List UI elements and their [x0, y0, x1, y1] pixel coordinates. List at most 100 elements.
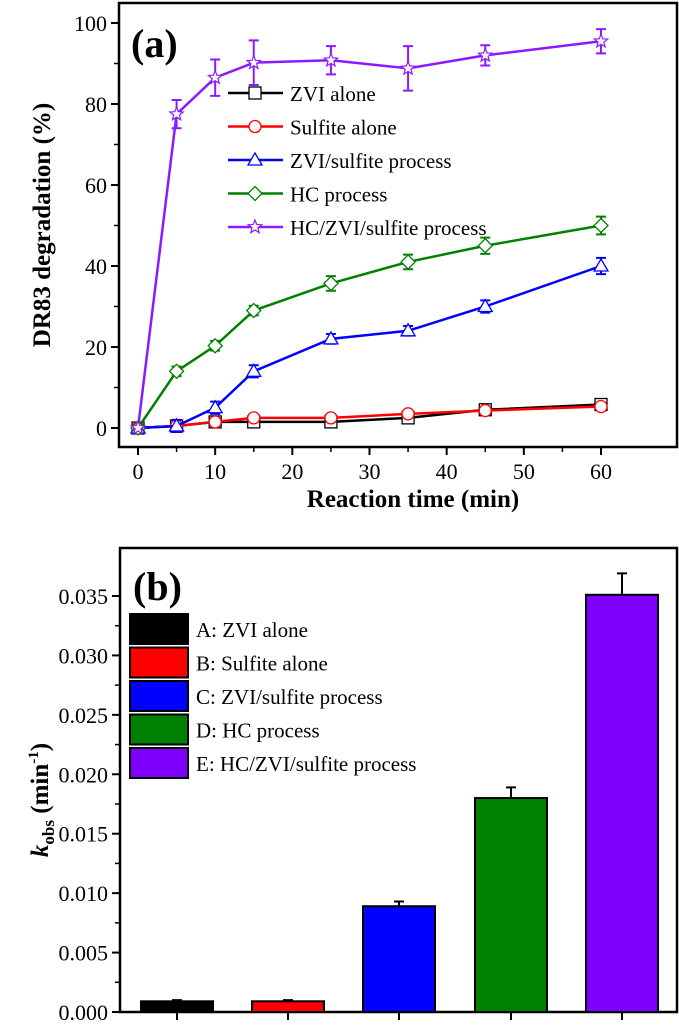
series-zvi-sulfite-process	[129, 256, 610, 434]
y-tick-label: 0.010	[59, 881, 109, 906]
plot-frame	[118, 546, 679, 1014]
x-tick-label: 60	[590, 459, 612, 484]
panel-b: 0.000 0.005 0.010 0.015 0.020 0.025 0.030 0.035…	[26, 546, 679, 1025]
data-point	[322, 330, 340, 345]
series-line	[137, 264, 602, 430]
legend-item: HC/ZVI/sulfite process	[228, 216, 487, 240]
y-tick-label: 60	[85, 173, 107, 198]
panel-label: (b)	[133, 564, 182, 609]
legend-marker	[247, 185, 263, 202]
error-bar	[617, 572, 627, 595]
y-tick-label: 0.030	[59, 643, 109, 668]
data-point	[324, 411, 338, 425]
x-tick-label: 10	[204, 459, 226, 484]
y-tick-label: 40	[85, 254, 107, 279]
data-point	[592, 257, 610, 272]
y-axis-label-part: (min	[27, 764, 54, 820]
y-tick-label: 20	[85, 335, 107, 360]
data-point	[245, 363, 262, 377]
legend-label: B: Sulfite alone	[196, 652, 328, 676]
x-tick-label: 0	[133, 459, 144, 484]
legend-label: ZVI alone	[290, 82, 376, 106]
data-point	[477, 298, 494, 313]
data-point	[399, 322, 417, 337]
legend-swatch	[129, 646, 189, 679]
x-tick-label: 20	[281, 459, 303, 484]
series-line	[136, 39, 602, 429]
legend-swatch	[129, 680, 189, 712]
legend-marker	[248, 119, 262, 134]
data-point	[592, 32, 610, 49]
data-point	[594, 399, 608, 414]
data-point	[399, 59, 417, 76]
data-point	[593, 217, 609, 234]
x-axis-label: Reaction time (min)	[307, 486, 519, 513]
y-tick-label: 0	[96, 416, 107, 441]
legend-label: A: ZVI alone	[196, 618, 308, 642]
series-hc-zvi-sulfite-process	[129, 28, 610, 436]
legend-swatch	[129, 713, 189, 746]
series-sulfite-alone	[131, 399, 608, 435]
data-point	[168, 417, 185, 432]
y-axis-label-part: obs	[39, 820, 58, 845]
legend-item: B: Sulfite alone	[129, 646, 328, 679]
legend-marker	[246, 151, 264, 166]
legend-label: C: ZVI/sulfite process	[196, 685, 383, 709]
error-bar	[172, 999, 182, 1002]
y-tick-label: 0.020	[59, 762, 109, 787]
data-point	[208, 415, 222, 429]
data-point	[476, 46, 494, 63]
legend-item: ZVI/sulfite process	[228, 149, 452, 173]
data-point	[247, 411, 261, 425]
data-point	[206, 69, 224, 85]
y-tick-label: 0.005	[59, 941, 109, 966]
legend-marker	[248, 86, 262, 100]
y-axis-label-part: k	[27, 844, 54, 857]
data-point	[129, 419, 147, 436]
data-point	[245, 302, 262, 319]
bar-c	[362, 905, 436, 1013]
bar-b	[251, 1000, 325, 1014]
x-tick-label: 40	[436, 459, 458, 484]
series-hc-process	[130, 215, 609, 436]
data-point	[207, 337, 224, 354]
data-point	[245, 54, 263, 70]
data-point	[168, 105, 185, 122]
y-tick-label: 0.000	[59, 1000, 109, 1025]
legend-item: E: HC/ZVI/sulfite process	[129, 747, 416, 779]
legend-item: HC process	[228, 183, 387, 207]
legend-marker	[246, 218, 264, 235]
legend-item: Sulfite alone	[228, 116, 397, 140]
bar-d	[474, 797, 548, 1013]
data-point	[207, 399, 224, 414]
legend-swatch	[129, 613, 189, 645]
legend-item: ZVI alone	[228, 82, 376, 106]
series-line	[136, 224, 602, 429]
y-tick-label: 80	[85, 92, 107, 117]
legend-label: D: HC process	[196, 719, 320, 743]
y-axis-label-part: )	[27, 743, 54, 751]
panel-a: 0 10 20 30 40 50 60 0 20 40 60 80 100 Reaction time (…	[29, 1, 679, 513]
data-point	[322, 275, 339, 292]
error-bar	[506, 786, 516, 799]
y-axis-label-part: -1	[26, 751, 42, 764]
data-point	[168, 363, 185, 380]
data-point	[322, 51, 340, 68]
y-tick-label: 0.035	[59, 584, 109, 609]
error-bar	[283, 999, 293, 1002]
legend-item: A: ZVI alone	[129, 613, 308, 645]
legend-item: C: ZVI/sulfite process	[129, 680, 383, 712]
data-point	[477, 237, 494, 254]
x-tick-label: 30	[359, 459, 381, 484]
legend-label: HC process	[290, 183, 387, 207]
y-axis-label: DR83 degradation (%)	[29, 103, 56, 347]
panel-label: (a)	[131, 21, 178, 66]
error-bar	[394, 900, 404, 907]
data-point	[401, 407, 415, 421]
y-tick-label: 0.025	[59, 703, 109, 728]
y-tick-label: 0.015	[59, 822, 109, 847]
legend-label: HC/ZVI/sulfite process	[290, 216, 487, 240]
data-point	[478, 403, 492, 418]
legend-swatch	[129, 747, 189, 779]
